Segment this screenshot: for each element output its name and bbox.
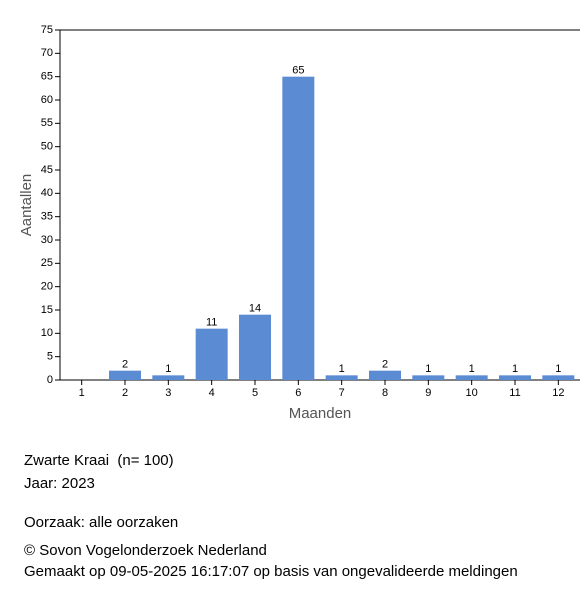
data-label: 1 (425, 363, 431, 375)
x-tick-label: 12 (552, 387, 564, 399)
x-tick-label: 10 (466, 387, 478, 399)
y-tick-label: 25 (41, 257, 53, 269)
y-tick-label: 70 (41, 47, 53, 59)
x-tick-label: 11 (509, 387, 520, 399)
y-tick-label: 40 (41, 187, 53, 199)
bar (195, 328, 228, 380)
cause: Oorzaak: alle oorzaken (24, 514, 179, 531)
y-tick-label: 50 (41, 141, 53, 153)
x-tick-label: 9 (425, 387, 431, 399)
data-label: 65 (292, 65, 304, 77)
bar (282, 76, 315, 381)
bar (412, 375, 445, 380)
copyright: © Sovon Vogelonderzoek Nederland (24, 542, 267, 559)
data-label: 14 (249, 303, 261, 315)
x-tick-label: 2 (122, 387, 128, 399)
bar (239, 314, 271, 380)
x-tick-label: 5 (252, 387, 258, 399)
bar (109, 370, 141, 380)
x-axis-title: Maanden (289, 405, 352, 422)
data-label: 2 (122, 359, 128, 371)
y-tick-label: 60 (41, 94, 53, 106)
data-label: 1 (165, 363, 171, 375)
bar (455, 375, 488, 380)
y-tick-label: 10 (41, 327, 53, 339)
y-tick-label: 30 (41, 234, 53, 246)
y-tick-label: 35 (41, 211, 53, 223)
bar (152, 375, 185, 380)
species: Zwarte Kraai (n= 100) (24, 452, 174, 469)
x-tick-label: 3 (165, 387, 171, 399)
x-tick-label: 8 (382, 387, 388, 399)
y-tick-label: 20 (41, 281, 53, 293)
data-label: 11 (206, 317, 217, 329)
year: Jaar: 2023 (24, 475, 95, 492)
data-label: 2 (382, 359, 388, 371)
y-tick-label: 0 (47, 374, 53, 386)
bar (369, 370, 401, 380)
y-tick-label: 5 (47, 351, 53, 363)
y-axis-title: Aantallen (18, 174, 35, 237)
data-label: 1 (469, 363, 475, 375)
bar (325, 375, 358, 380)
chart: Maanden Aantallen 0510152025303540455055… (18, 24, 580, 422)
y-tick-label: 55 (41, 117, 53, 129)
bar (499, 375, 531, 380)
y-tick-label: 45 (41, 164, 53, 176)
data-label: 1 (555, 363, 561, 375)
x-tick-label: 1 (79, 387, 85, 399)
data-label: 1 (512, 363, 518, 375)
y-tick-label: 15 (41, 304, 53, 316)
bar (542, 375, 575, 380)
x-tick-label: 6 (295, 387, 301, 399)
made-note: Gemaakt op 09-05-2025 16:17:07 op basis … (24, 563, 518, 580)
x-tick-label: 7 (339, 387, 345, 399)
y-tick-label: 75 (41, 24, 53, 36)
data-label: 1 (339, 363, 345, 375)
x-tick-label: 4 (209, 387, 215, 399)
y-tick-label: 65 (41, 71, 53, 83)
